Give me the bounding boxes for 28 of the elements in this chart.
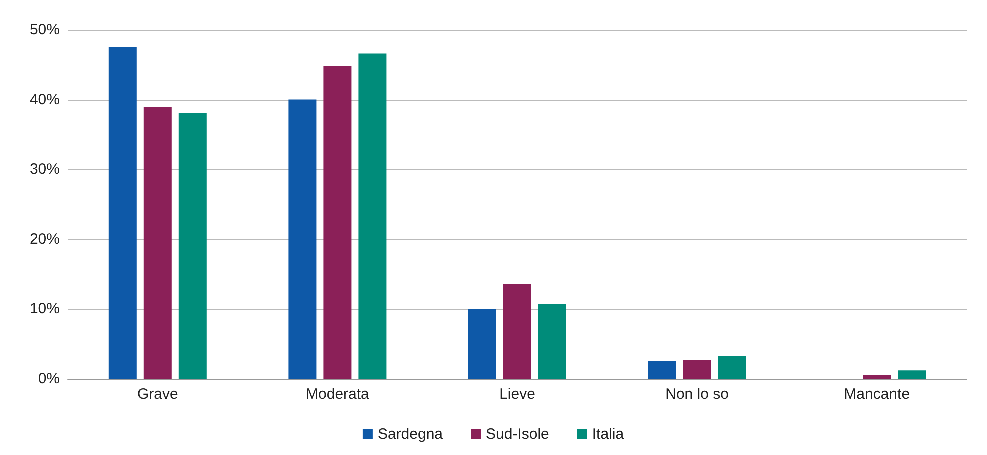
bar — [324, 66, 352, 379]
bar — [718, 356, 746, 379]
bar — [504, 284, 532, 379]
x-tick-label: Moderata — [306, 386, 370, 403]
legend-label: Sardegna — [378, 426, 444, 443]
x-tick-label: Mancante — [844, 386, 910, 403]
x-tick-label: Grave — [137, 386, 178, 403]
bar — [538, 304, 566, 379]
bar — [144, 107, 172, 379]
bar — [108, 47, 137, 379]
bar — [898, 370, 926, 379]
y-tick-label: 30% — [30, 161, 60, 178]
bar — [178, 113, 207, 379]
x-tick-label: Lieve — [500, 386, 536, 403]
bar — [648, 362, 676, 379]
bar — [358, 54, 387, 379]
bar — [288, 100, 317, 379]
legend-label: Italia — [592, 426, 625, 443]
y-tick-label: 0% — [38, 370, 60, 388]
legend-label: Sud-Isole — [486, 426, 550, 443]
y-tick-label: 10% — [30, 300, 60, 318]
bar — [468, 309, 496, 379]
x-tick-label: Non lo so — [666, 386, 729, 403]
y-tick-label: 20% — [30, 230, 60, 248]
y-tick-label: 40% — [30, 91, 60, 108]
bar — [683, 360, 712, 379]
y-tick-label: 50% — [30, 22, 60, 38]
bar — [863, 376, 892, 379]
